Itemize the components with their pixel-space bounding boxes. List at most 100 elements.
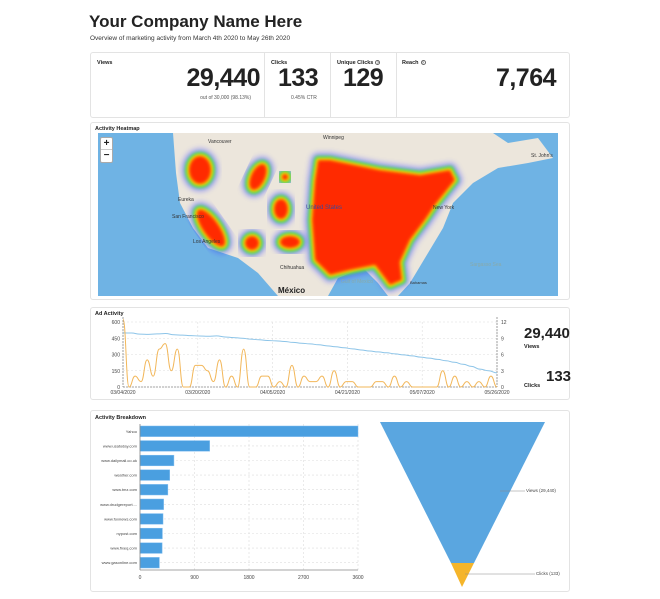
place-label: St. John's xyxy=(531,153,553,159)
bar xyxy=(139,557,160,569)
x-tick: 3600 xyxy=(352,575,363,581)
funnel-views xyxy=(380,422,545,563)
heatmap-title: Activity Heatmap xyxy=(95,126,140,132)
bar xyxy=(139,454,175,467)
funnel-chart: Views (29,440) Clicks (133) xyxy=(380,422,560,587)
place-label: Chihuahua xyxy=(280,265,304,271)
place-label: San Francisco xyxy=(172,214,204,220)
zoom-out-button[interactable]: − xyxy=(103,150,110,161)
y-left-tick: 300 xyxy=(112,353,121,359)
series-clicks-line xyxy=(122,318,498,388)
reach-value: 7,764 xyxy=(495,64,557,92)
category-label: weather.com xyxy=(114,473,137,478)
heat-blob xyxy=(245,236,259,250)
unique-clicks-value: 129 xyxy=(343,64,384,92)
place-label: Gulf of Mexico xyxy=(341,279,373,285)
heat-blob xyxy=(282,174,288,180)
bar xyxy=(139,542,163,554)
clicks-summary-value: 133 xyxy=(546,368,572,385)
bar xyxy=(139,498,164,510)
ad-activity-chart: 0 0 150 3 300 6 450 9 600 12 03/04/2020 03/20/2020 0… xyxy=(110,317,510,396)
views-value: 29,440 xyxy=(186,64,261,92)
help-icon[interactable]: ? xyxy=(375,60,381,66)
ad-activity-title: Ad Activity xyxy=(95,311,124,317)
place-label: New York xyxy=(433,205,455,211)
page-title: Your Company Name Here xyxy=(89,12,303,31)
y-right-tick: 9 xyxy=(501,336,504,342)
help-icon[interactable]: ? xyxy=(420,60,426,66)
y-right-tick: 3 xyxy=(501,369,504,375)
heat-layer xyxy=(182,149,462,292)
views-note: out of 30,000 (98.13%) xyxy=(200,95,251,101)
x-tick: 900 xyxy=(190,575,199,581)
place-label: México xyxy=(278,286,305,295)
divider xyxy=(264,52,265,118)
y-right-tick: 12 xyxy=(501,320,507,326)
x-tick: 04/05/2020 xyxy=(260,390,285,396)
breakdown-bar-chart: 0 900 1800 2700 3600 Yahoo www.usatoday.com www… xyxy=(100,424,364,581)
bar xyxy=(139,513,164,525)
x-tick: 05/26/2020 xyxy=(484,390,509,396)
place-label: Los Angeles xyxy=(193,239,221,245)
heat-blob xyxy=(189,156,211,184)
category-label: www.dailymail.co.uk xyxy=(101,458,137,463)
x-tick: 04/21/2020 xyxy=(335,390,360,396)
heat-blob xyxy=(196,209,226,247)
reach-label: Reach? xyxy=(402,60,426,66)
y-left-tick: 150 xyxy=(112,369,121,375)
place-label: Winnipeg xyxy=(323,135,344,141)
bar xyxy=(139,469,170,481)
x-tick: 03/04/2020 xyxy=(110,390,135,396)
heat-blob xyxy=(280,236,300,248)
category-label: www.drudgereport.... xyxy=(100,502,137,507)
x-tick: 1800 xyxy=(243,575,254,581)
heat-blob xyxy=(312,160,455,285)
funnel-label: Clicks (133) xyxy=(536,571,560,576)
category-label: Yahoo xyxy=(126,429,138,434)
category-label: www.tmz.com xyxy=(112,487,137,492)
place-label: Vancouver xyxy=(208,139,232,145)
category-label: www.gasonline.com xyxy=(102,560,138,565)
divider xyxy=(396,52,397,118)
gulf xyxy=(328,268,388,296)
clicks-label: Clicks xyxy=(271,60,288,66)
clicks-summary-label: Clicks xyxy=(524,383,541,389)
series-views-line xyxy=(122,332,498,374)
y-left-tick: 600 xyxy=(112,320,121,326)
funnel-clicks xyxy=(451,563,474,587)
x-tick: 05/07/2020 xyxy=(410,390,435,396)
category-label: www.usatoday.com xyxy=(103,443,138,448)
divider xyxy=(330,52,331,118)
views-summary-label: Views xyxy=(524,344,540,350)
heat-blob xyxy=(274,199,288,219)
zoom-in-button[interactable]: + xyxy=(101,138,112,150)
ctr-note: 0.45% CTR xyxy=(291,95,317,101)
x-tick: 03/20/2020 xyxy=(185,390,210,396)
bar xyxy=(139,440,210,452)
y-left-tick: 0 xyxy=(117,385,120,391)
map-zoom-control: + − xyxy=(100,137,113,163)
bar xyxy=(139,527,163,540)
bar xyxy=(139,425,359,437)
unique-clicks-label: Unique Clicks? xyxy=(337,60,381,66)
category-label: nypost.com xyxy=(117,531,138,536)
place-label: Sargasso Sea xyxy=(470,262,502,268)
heat-blob xyxy=(249,163,267,191)
x-tick: 2700 xyxy=(298,575,309,581)
category-label: www.fixeq.com xyxy=(110,546,137,551)
place-label: Eureka xyxy=(178,197,194,203)
y-left-tick: 450 xyxy=(112,336,121,342)
y-right-tick: 0 xyxy=(501,385,504,391)
y-right-tick: 6 xyxy=(501,353,504,359)
place-label: Bahamas xyxy=(410,280,427,285)
heatmap-map[interactable]: Vancouver Winnipeg St. John's Eureka San… xyxy=(98,133,558,296)
breakdown-title: Activity Breakdown xyxy=(95,415,147,421)
views-label: Views xyxy=(97,60,113,66)
category-label: www.foxnews.com xyxy=(104,516,138,521)
page-subtitle: Overview of marketing activity from Marc… xyxy=(90,35,291,42)
clicks-value: 133 xyxy=(278,64,319,92)
views-summary-value: 29,440 xyxy=(524,325,570,342)
funnel-label: Views (29,440) xyxy=(526,488,556,493)
place-label: United States xyxy=(306,205,342,211)
bar xyxy=(139,484,169,496)
